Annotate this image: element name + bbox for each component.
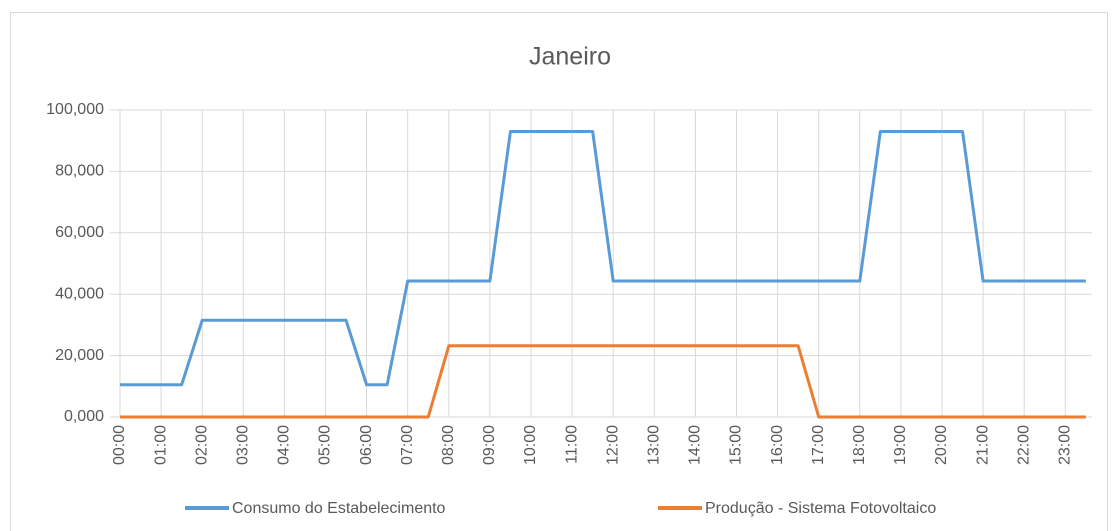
x-tick-label: 03:00	[235, 425, 252, 465]
series-line	[120, 129, 1086, 387]
x-tick-label: 22:00	[1015, 425, 1032, 465]
x-tick-label: 21:00	[974, 425, 991, 465]
legend-label: Produção - Sistema Fotovoltaico	[705, 500, 936, 517]
y-tick-label: 20,000	[55, 347, 104, 364]
x-tick-label: 02:00	[193, 425, 210, 465]
x-tick-label: 00:00	[111, 425, 128, 465]
x-tick-label: 10:00	[522, 425, 539, 465]
x-tick-label: 16:00	[769, 425, 786, 465]
x-tick-label: 09:00	[481, 425, 498, 465]
x-tick-label: 17:00	[810, 425, 827, 465]
series-line	[120, 344, 1086, 419]
x-tick-label: 06:00	[358, 425, 375, 465]
y-tick-label: 100,000	[46, 101, 104, 118]
chart-title: Janeiro	[529, 43, 611, 71]
x-tick-label: 15:00	[728, 425, 745, 465]
y-tick-label: 0,000	[64, 408, 104, 425]
x-tick-label: 14:00	[687, 425, 704, 465]
x-tick-label: 01:00	[152, 425, 169, 465]
x-tick-label: 04:00	[276, 425, 293, 465]
y-tick-label: 40,000	[55, 285, 104, 302]
x-tick-label: 05:00	[317, 425, 334, 465]
x-tick-label: 13:00	[646, 425, 663, 465]
x-tick-label: 23:00	[1057, 425, 1074, 465]
x-tick-label: 07:00	[399, 425, 416, 465]
x-tick-label: 11:00	[563, 425, 580, 464]
chart-border	[10, 12, 1108, 531]
y-tick-label: 80,000	[55, 163, 104, 180]
y-tick-label: 60,000	[55, 224, 104, 241]
x-tick-label: 18:00	[851, 425, 868, 465]
x-tick-label: 08:00	[440, 425, 457, 465]
x-tick-label: 20:00	[933, 425, 950, 465]
x-tick-label: 19:00	[892, 425, 909, 465]
x-tick-label: 12:00	[604, 425, 621, 465]
legend-label: Consumo do Estabelecimento	[232, 500, 446, 517]
